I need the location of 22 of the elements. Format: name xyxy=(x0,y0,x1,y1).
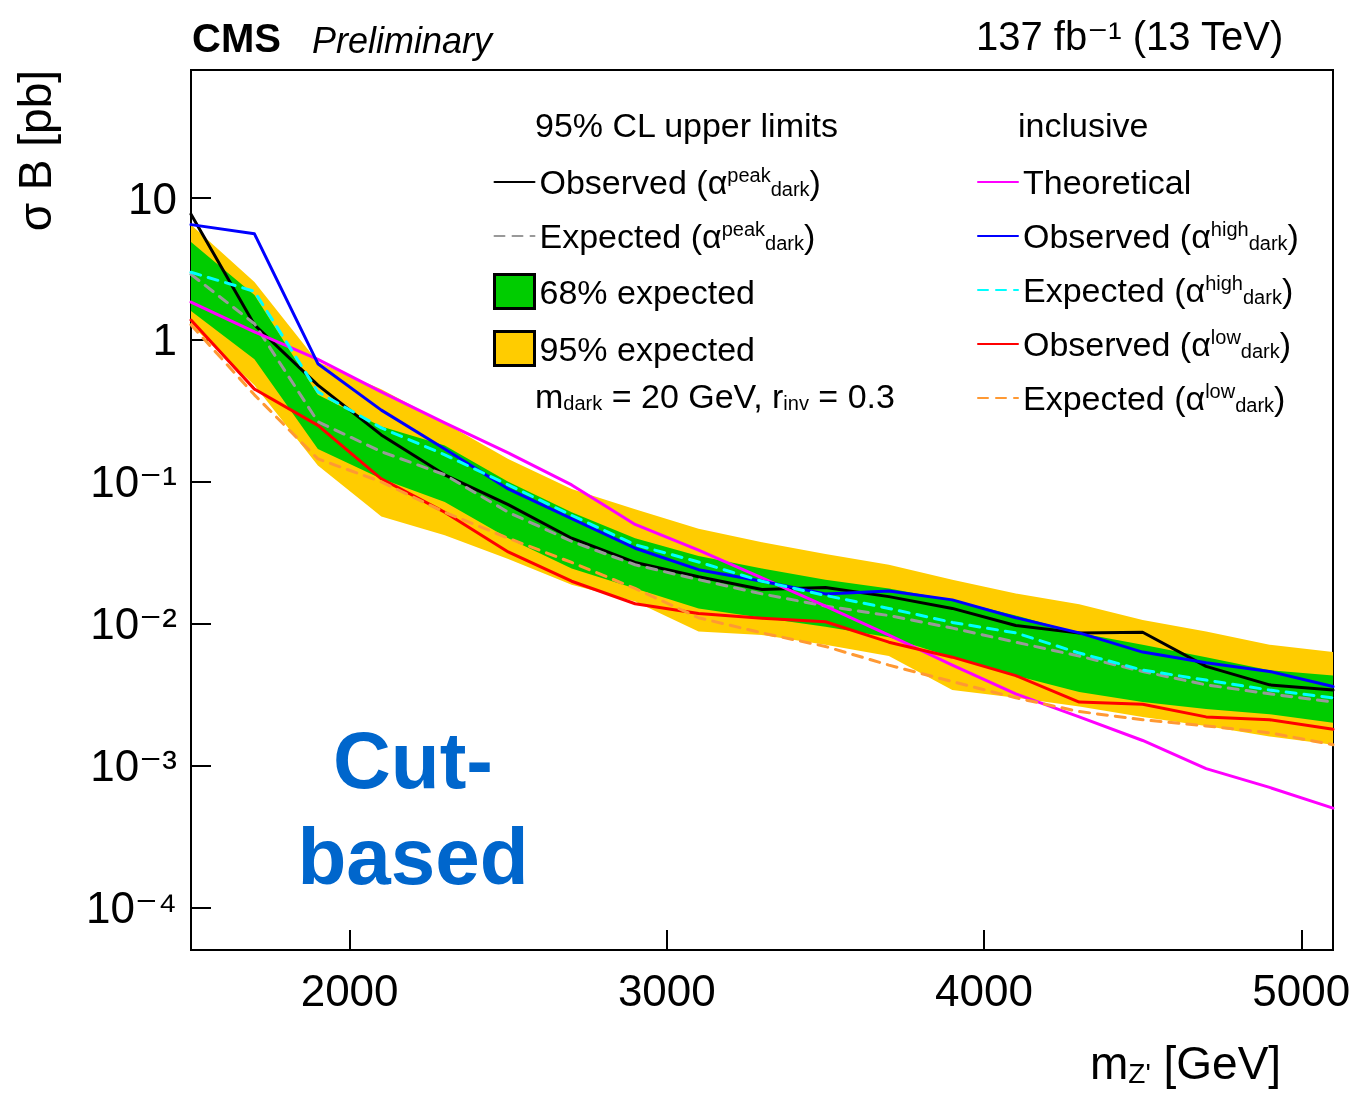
y-tick-label: 10⁻² xyxy=(90,599,177,649)
legend-label: 95% expected xyxy=(539,329,755,368)
annotation: mdark = 20 GeV, rinv = 0.3 xyxy=(535,376,895,415)
x-axis-title: mZ' [GeV] xyxy=(1090,1036,1282,1089)
legend-label: 68% expected xyxy=(539,272,755,311)
x-tick-label: 5000 xyxy=(1252,965,1351,1015)
annotation: Cut-based xyxy=(297,715,529,901)
x-tick-label: 4000 xyxy=(935,965,1033,1015)
x-tick-label: 3000 xyxy=(617,965,716,1015)
text: 137 fb⁻¹ (13 TeV) xyxy=(976,14,1284,58)
legend-title: 95% CL upper limits xyxy=(535,106,838,144)
y-tick-label: 10 xyxy=(128,173,177,223)
y-tick-label: 1 xyxy=(152,315,177,365)
y-tick-label: 10⁻³ xyxy=(90,740,177,790)
legend-label: Theoretical xyxy=(1023,163,1192,201)
chart-title: CMS xyxy=(192,16,281,60)
y-axis-title: σ B [pb] xyxy=(9,70,61,232)
chart-subtitle: Preliminary xyxy=(312,19,495,61)
x-tick-label: 2000 xyxy=(300,965,399,1015)
annotation: inclusive xyxy=(1018,106,1149,144)
y-tick-label: 10⁻⁴ xyxy=(85,882,177,932)
y-tick-label: 10⁻¹ xyxy=(90,457,177,507)
